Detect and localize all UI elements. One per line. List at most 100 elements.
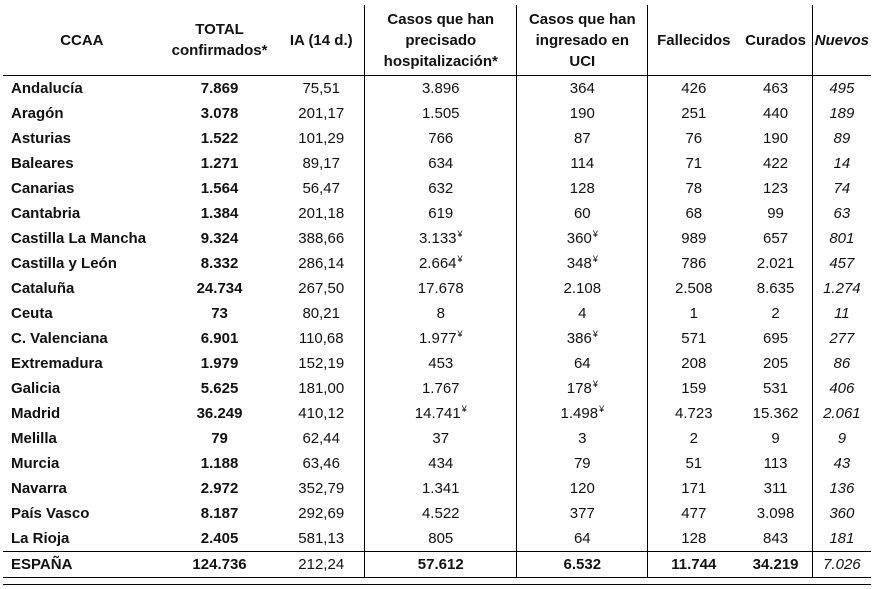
cell-fallecidos-value: 4.723 xyxy=(675,405,713,422)
cell-nuevos-value: 86 xyxy=(833,355,851,372)
cell-confirmados: 5.625 xyxy=(161,376,279,401)
cell-uci-value: 60 xyxy=(573,205,591,222)
cell-ccaa-value: Extremadura xyxy=(11,355,103,372)
cell-ccaa-value: Murcia xyxy=(11,455,60,472)
cell-confirmados-value: 7.869 xyxy=(200,80,239,97)
cell-confirmados-value: 1.522 xyxy=(200,130,239,147)
cell-confirmados: 1.522 xyxy=(161,126,279,151)
cell-uci: 87 xyxy=(516,126,649,151)
cell-uci-value: 64 xyxy=(573,355,591,372)
cell-uci-value: 360 xyxy=(566,230,592,247)
cell-hosp: 434 xyxy=(364,451,518,476)
cell-nuevos: 801 xyxy=(812,226,871,251)
cell-curados-value: 123 xyxy=(763,180,789,197)
total-confirmados: 124.736 xyxy=(192,556,247,573)
cell-confirmados-value: 79 xyxy=(211,430,228,447)
cell-hosp: 619 xyxy=(364,201,518,226)
cell-ccaa: Extremadura xyxy=(3,351,161,376)
cell-ccaa-value: Baleares xyxy=(11,155,74,172)
cell-confirmados: 8.332 xyxy=(161,251,279,276)
cell-curados-value: 843 xyxy=(763,530,789,547)
cell-ia: 201,18 xyxy=(278,201,366,226)
cell-hosp-value: 17.678 xyxy=(417,280,464,297)
cell-nuevos-value: 1.274 xyxy=(823,280,861,297)
cell-nuevos: 181 xyxy=(812,526,871,552)
cell-curados-value: 657 xyxy=(763,230,789,247)
cell-ccaa-value: Canarias xyxy=(11,180,75,197)
cell-hosp-value: 1.977 xyxy=(418,330,457,347)
cell-uci: 120 xyxy=(516,476,649,501)
cell-curados: 3.098 xyxy=(739,501,813,526)
cell-confirmados: 24.734 xyxy=(161,276,279,301)
cell-ia-value: 152,19 xyxy=(298,355,345,372)
cell-confirmados-value: 73 xyxy=(211,305,228,322)
cell-ia-value: 62,44 xyxy=(302,430,340,447)
cell-curados-value: 190 xyxy=(763,130,789,147)
cell-curados-value: 463 xyxy=(763,80,789,97)
cell-fallecidos: 989 xyxy=(648,226,740,251)
cell-ia: 181,00 xyxy=(278,376,366,401)
cell-nuevos: 63 xyxy=(812,201,871,226)
cell-ia: 201,17 xyxy=(278,101,366,126)
cell-ccaa: Madrid xyxy=(3,401,161,426)
footnote-mark: ¥ xyxy=(457,229,463,239)
cell-fallecidos: 2.508 xyxy=(648,276,740,301)
cell-ccaa: Cantabria xyxy=(3,201,161,226)
cell-uci-value: 377 xyxy=(569,505,595,522)
cell-fallecidos-value: 989 xyxy=(681,230,707,247)
cell-fallecidos: 76 xyxy=(648,126,740,151)
header-fallecidos: Fallecidos xyxy=(657,31,731,49)
cell-nuevos-value: 801 xyxy=(829,230,855,247)
cell-uci: 128 xyxy=(516,176,649,201)
cell-uci: 364 xyxy=(516,75,649,101)
cell-nuevos-value: 360 xyxy=(829,505,855,522)
total-nuevos: 7.026 xyxy=(823,556,861,573)
cell-hosp-value: 1.767 xyxy=(421,380,460,397)
cell-nuevos-value: 63 xyxy=(833,205,851,222)
cell-curados: 531 xyxy=(739,376,813,401)
cell-curados-value: 2.021 xyxy=(756,255,795,272)
cell-confirmados: 36.249 xyxy=(161,401,279,426)
cell-ia-value: 352,79 xyxy=(298,480,345,497)
cell-nuevos-value: 277 xyxy=(829,330,855,347)
cell-ia: 62,44 xyxy=(278,426,366,451)
cell-nuevos-value: 457 xyxy=(829,255,855,272)
cell-confirmados-value: 3.078 xyxy=(200,105,239,122)
cell-curados: 8.635 xyxy=(739,276,813,301)
cell-ccaa-value: Cataluña xyxy=(11,280,75,297)
cell-uci: 114 xyxy=(516,151,649,176)
cell-confirmados: 3.078 xyxy=(161,101,279,126)
cell-uci: 178¥ xyxy=(516,376,649,401)
cell-curados: 123 xyxy=(739,176,813,201)
cell-hosp-value: 1.341 xyxy=(421,480,460,497)
cell-nuevos-value: 406 xyxy=(829,380,855,397)
cell-ia-value: 181,00 xyxy=(298,380,345,397)
header-hosp-line3: hospitalización* xyxy=(383,52,498,70)
cell-confirmados: 9.324 xyxy=(161,226,279,251)
cell-fallecidos-value: 171 xyxy=(681,480,707,497)
cell-ia: 292,69 xyxy=(278,501,366,526)
cell-hosp-value: 805 xyxy=(428,530,454,547)
cell-curados-value: 15.362 xyxy=(752,405,799,422)
cell-confirmados: 1.979 xyxy=(161,351,279,376)
cell-fallecidos-value: 71 xyxy=(685,155,703,172)
cell-ia-value: 581,13 xyxy=(298,530,345,547)
cell-confirmados: 1.384 xyxy=(161,201,279,226)
cell-curados: 99 xyxy=(739,201,813,226)
header-hosp-line2: precisado xyxy=(405,31,477,49)
cell-ccaa-value: País Vasco xyxy=(11,505,90,522)
cell-hosp: 8 xyxy=(364,301,518,326)
cell-curados-value: 99 xyxy=(767,205,784,222)
cell-hosp: 1.341 xyxy=(364,476,518,501)
cell-hosp: 3.133¥ xyxy=(364,226,518,251)
cell-uci: 377 xyxy=(516,501,649,526)
cell-fallecidos: 1 xyxy=(648,301,740,326)
cell-nuevos: 11 xyxy=(812,301,871,326)
cell-fallecidos-value: 1 xyxy=(689,305,698,322)
cell-confirmados-value: 24.734 xyxy=(196,280,243,297)
table-row: Andalucía 7.869 75,51 3.896 364 426 463 495 xyxy=(3,75,871,101)
table-row: Ceuta 73 80,21 8 4 1 2 11 xyxy=(3,301,871,326)
cell-hosp: 17.678 xyxy=(364,276,518,301)
cell-ccaa: Melilla xyxy=(3,426,161,451)
cell-curados: 657 xyxy=(739,226,813,251)
